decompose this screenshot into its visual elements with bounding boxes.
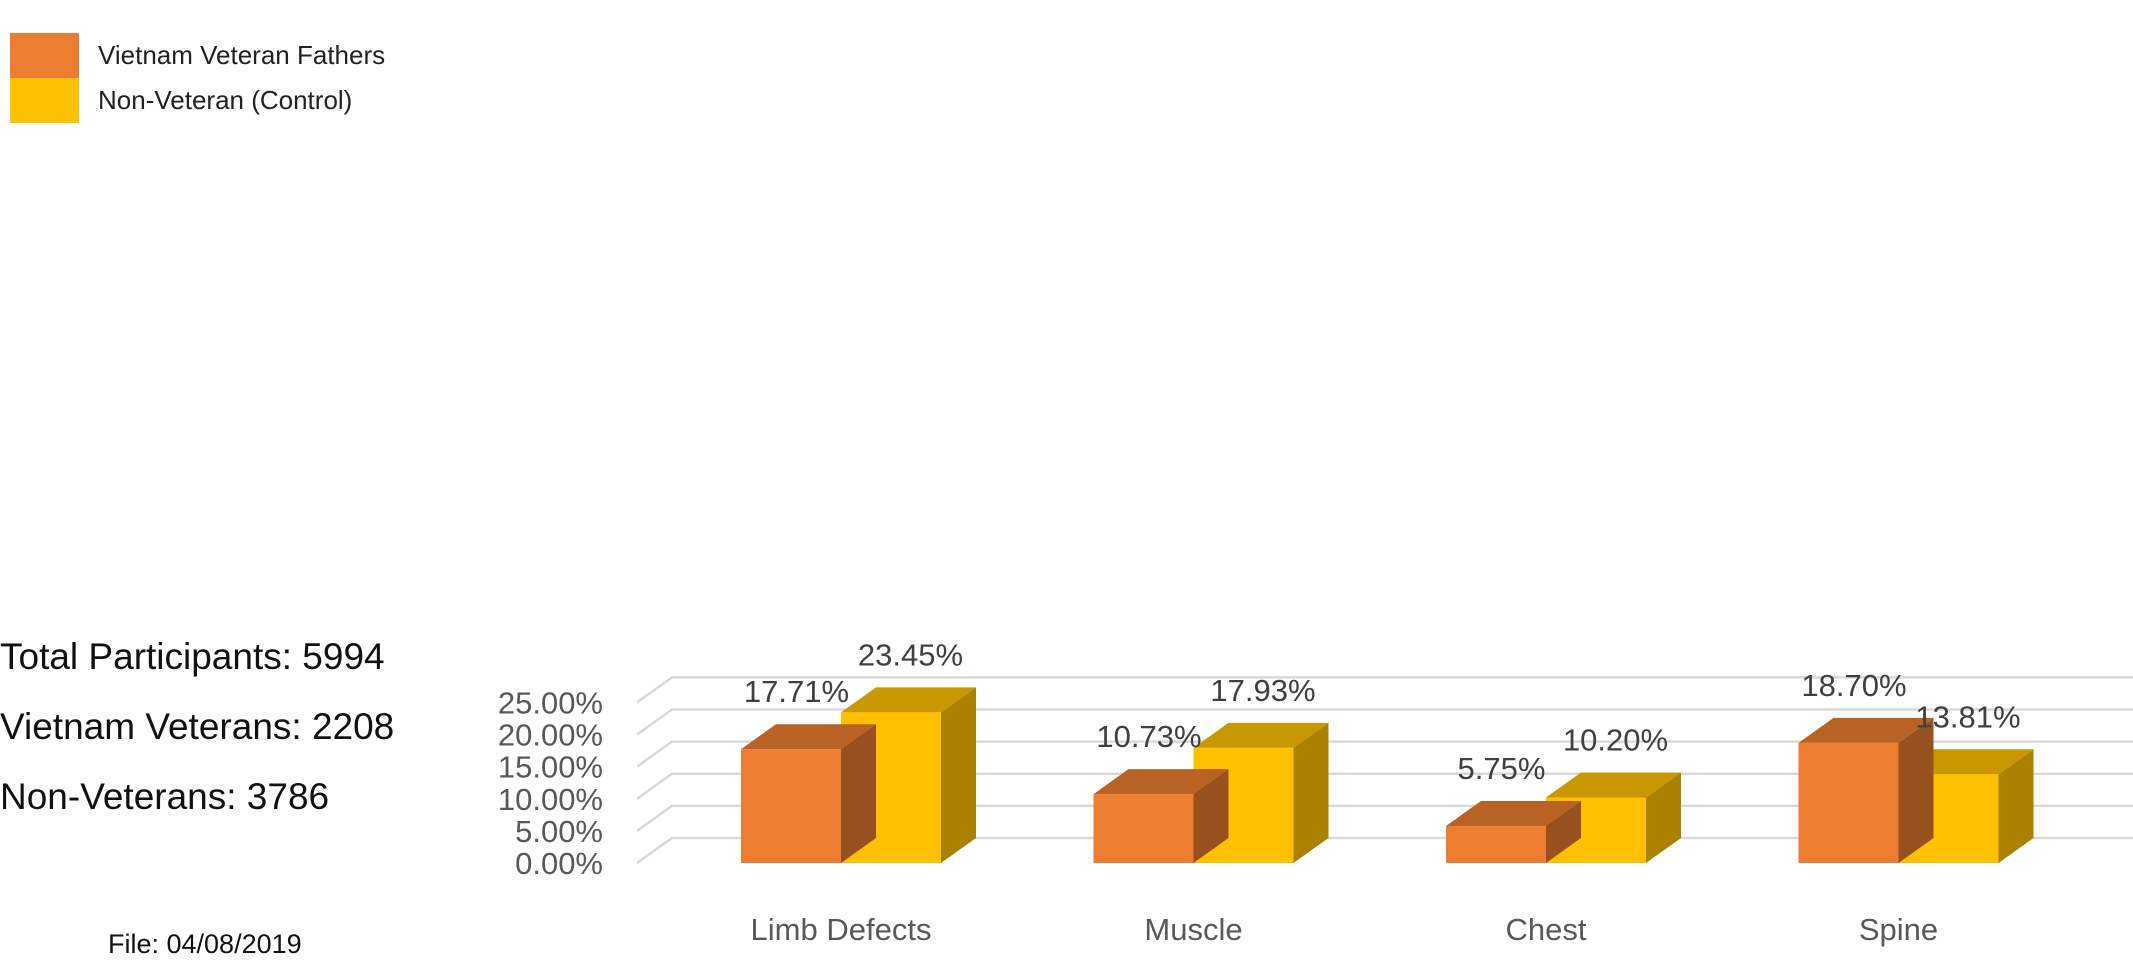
data-label: 13.81%	[1915, 699, 2020, 734]
data-label-layer: 17.71% 23.45% 10.73% 17.93% 5.75% 10.20% 18.70…	[744, 637, 2021, 786]
bar-side-face	[1546, 801, 1581, 863]
x-tick-label: Muscle	[1144, 912, 1242, 947]
legend-label-veteran: Vietnam Veteran Fathers	[98, 40, 386, 70]
bar-control-chest	[1546, 772, 1681, 863]
data-label: 18.70%	[1801, 668, 1906, 703]
bar-veteran-limb-defects	[741, 724, 876, 863]
data-label: 5.75%	[1458, 751, 1546, 786]
y-tick-label: 15.00%	[498, 750, 603, 785]
bar-front-face	[1798, 742, 1899, 863]
x-tick-label: Spine	[1859, 912, 1938, 947]
gridline	[636, 740, 2133, 768]
bar-side-face	[1646, 772, 1681, 863]
participant-notes: Total Participants: 5994 Vietnam Veteran…	[0, 638, 394, 848]
bar-veteran-spine	[1798, 717, 1934, 863]
legend-item-veteran: Vietnam Veteran Fathers	[10, 33, 385, 78]
data-label: 17.93%	[1210, 673, 1315, 708]
bar-side-face	[941, 687, 976, 863]
bar-front-face	[1446, 826, 1546, 863]
x-axis-tick-labels: Limb Defects Muscle Chest Spine	[751, 912, 1939, 947]
bar-veteran-muscle	[1093, 769, 1229, 863]
bar-veteran-chest	[1446, 801, 1581, 863]
x-tick-label: Limb Defects	[751, 912, 932, 947]
bar-side-face	[1293, 722, 1329, 863]
gridline	[636, 708, 2133, 736]
legend-item-control: Non-Veteran (Control)	[10, 78, 385, 123]
bar-top-face	[1798, 717, 1934, 743]
bar-side-face	[841, 724, 876, 863]
bar-front-face	[741, 749, 841, 863]
non-veterans-note: Non-Veterans: 3786	[0, 776, 330, 817]
y-tick-label: 5.00%	[515, 814, 603, 849]
y-axis-tick-labels: 0.00%5.00%10.00%15.00%20.00%25.00%	[498, 685, 603, 881]
bar-top-face	[1546, 772, 1681, 798]
total-participants-note: Total Participants: 5994	[0, 636, 385, 677]
bar-side-face	[1998, 749, 2034, 863]
bar-layer	[741, 687, 2034, 863]
legend-swatch-control	[10, 78, 79, 123]
legend-label-control: Non-Veteran (Control)	[98, 85, 353, 115]
bar-side-face	[1193, 769, 1229, 863]
data-label: 10.73%	[1096, 719, 1201, 754]
y-tick-label: 25.00%	[498, 685, 603, 720]
legend: Vietnam Veteran Fathers Non-Veteran (Con…	[10, 33, 385, 123]
bar-top-face	[1093, 769, 1229, 795]
bar-top-face	[741, 724, 876, 750]
data-label: 23.45%	[858, 637, 963, 672]
data-label: 10.20%	[1563, 722, 1668, 757]
bar-top-face	[1446, 801, 1581, 827]
gridline	[636, 676, 2133, 704]
bar-top-face	[1193, 722, 1329, 748]
vietnam-veterans-note: Vietnam Veterans: 2208	[0, 706, 395, 747]
y-tick-label: 0.00%	[515, 846, 603, 881]
bar-front-face	[1093, 794, 1194, 863]
y-tick-label: 10.00%	[498, 782, 603, 817]
file-date-note: File: 04/08/2019	[108, 929, 302, 959]
data-label: 17.71%	[744, 674, 849, 709]
bar-top-face	[841, 687, 976, 713]
legend-swatch-veteran	[10, 33, 79, 78]
bar-side-face	[1898, 717, 1934, 863]
x-tick-label: Chest	[1506, 912, 1587, 947]
y-tick-label: 20.00%	[498, 718, 603, 753]
